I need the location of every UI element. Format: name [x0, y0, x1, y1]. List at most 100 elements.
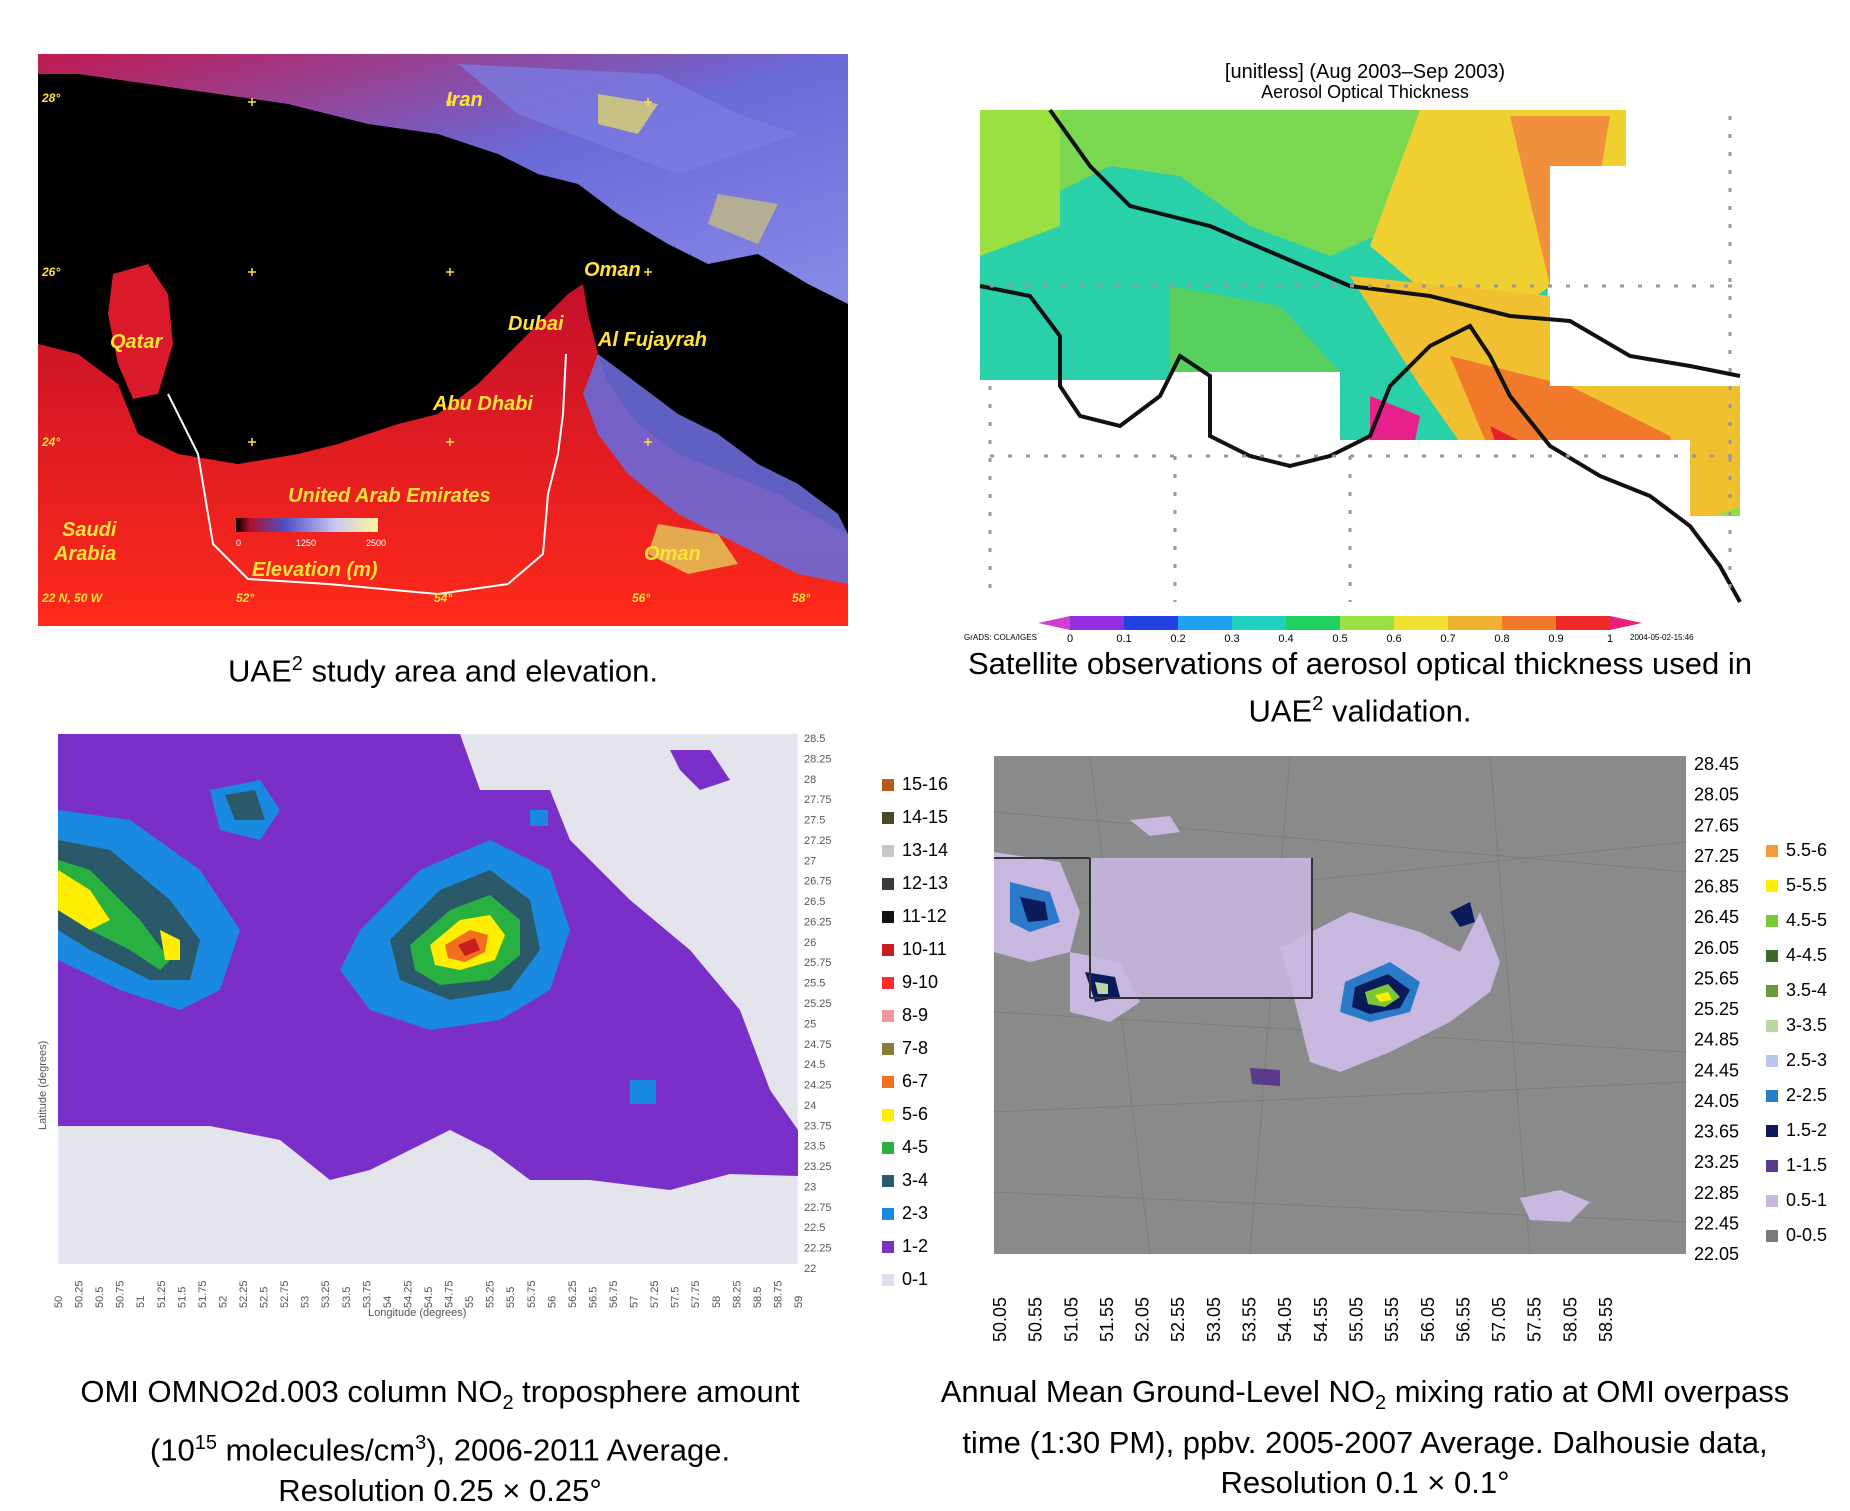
tick-lon52: 52°: [236, 591, 254, 605]
omi-legend-swatch: [882, 877, 894, 890]
omi-lat-tick: 28: [804, 774, 816, 786]
omi-legend-swatch: [882, 943, 894, 956]
omi-lat-tick: 27.25: [804, 835, 832, 847]
omi-lon-tick: 55: [464, 1296, 476, 1308]
omi-ylabel: Latitude (degrees): [37, 1041, 49, 1130]
ground-legend-label: 2.5-3: [1786, 1050, 1828, 1070]
omi-legend-label: 14-15: [902, 807, 949, 827]
omi-lon-tick: 58: [711, 1296, 723, 1308]
caption-panel1: UAE2 study area and elevation.: [38, 644, 848, 691]
aot-tick-label: 0.1: [1116, 633, 1131, 645]
caption-panel3: OMI OMNO2d.003 column NO2 troposphere am…: [30, 1372, 850, 1511]
ground-lon-tick: 53.55: [1240, 1297, 1260, 1342]
aot-title-line1: [unitless] (Aug 2003–Sep 2003): [1225, 61, 1505, 83]
ground-lat-tick: 26.05: [1694, 938, 1739, 958]
caption3-line3: Resolution 0.25 × 0.25°: [278, 1472, 602, 1508]
label-oman-south: Oman: [644, 543, 701, 565]
omi-legend-swatch: [882, 1009, 894, 1022]
omi-lon-tick: 53.5: [341, 1287, 353, 1308]
aot-tick-label: 0.5: [1332, 633, 1347, 645]
caption1-rest: study area and elevation.: [302, 653, 658, 689]
omi-legend-swatch: [882, 1075, 894, 1088]
omi-legend-item: 0-1: [882, 1269, 928, 1290]
aot-tick-label: 0: [1067, 633, 1073, 645]
omi-lat-tick: 22.75: [804, 1202, 832, 1214]
ground-lon-tick: 51.55: [1097, 1297, 1117, 1342]
omi-lon-tick: 57.5: [670, 1287, 682, 1308]
ground-lat-tick: 23.25: [1694, 1152, 1739, 1172]
omi-lon-tick: 55.5: [505, 1287, 517, 1308]
ground-lat-tick: 28.45: [1694, 754, 1739, 774]
aot-left-note: GrADS: COLA/IGES: [964, 633, 1037, 642]
ground-lon-tick: 56.05: [1418, 1297, 1438, 1342]
caption2-line2-sup: 2: [1312, 693, 1324, 715]
ground-legend-swatch: [1766, 1124, 1778, 1137]
label-corner: 22 N, 50 W: [41, 591, 104, 605]
ground-lon-tick: 58.05: [1560, 1297, 1580, 1342]
omi-legend-item: 4-5: [882, 1137, 928, 1158]
omi-lon-tick: 56: [546, 1296, 558, 1308]
aot-colorbar: [1038, 616, 1642, 630]
aot-tick-label: 0.6: [1386, 633, 1401, 645]
omi-legend-label: 8-9: [902, 1005, 929, 1025]
aerosol-map: [unitless] (Aug 2003–Sep 2003) Aerosol O…: [964, 61, 1742, 645]
omi-lat-tick: 24.75: [804, 1039, 832, 1051]
omi-legend-item: 9-10: [882, 972, 938, 993]
ground-legend-item: 5.5-6: [1766, 840, 1827, 861]
ground-legend-swatch: [1766, 1194, 1778, 1207]
ground-lon-tick: 57.05: [1489, 1297, 1509, 1342]
ground-legend-item: 1.5-2: [1766, 1120, 1827, 1141]
ground-legend-label: 5-5.5: [1786, 875, 1828, 895]
omi-legend-swatch: [882, 844, 894, 857]
omi-lat-tick: 25.75: [804, 957, 832, 969]
omi-lon-tick: 54: [382, 1296, 394, 1308]
omi-legend-item: 1-2: [882, 1236, 928, 1257]
ground-legend-swatch: [1766, 1054, 1778, 1067]
ground-lat-tick: 22.85: [1694, 1183, 1739, 1203]
aot-tick-label: 0.2: [1170, 633, 1185, 645]
caption3-line2c: ), 2006-2011 Average.: [426, 1432, 731, 1468]
omi-legend-swatch: [882, 1240, 894, 1253]
omi-lon-tick: 50.75: [115, 1280, 127, 1308]
ground-lat-tick: 24.85: [1694, 1030, 1739, 1050]
omi-lon-tick: 58.75: [772, 1280, 784, 1308]
label-elevation: Elevation (m): [252, 559, 378, 581]
omi-lon-tick: 58.25: [731, 1280, 743, 1308]
omi-lon-tick: 50: [53, 1296, 65, 1308]
caption3-line2-sup2: 3: [415, 1432, 427, 1455]
aot-title-line2: Aerosol Optical Thickness: [1261, 82, 1469, 102]
caption4-line1: Annual Mean Ground-Level NO2 mixing rati…: [900, 1372, 1830, 1423]
ground-legend-item: 3.5-4: [1766, 980, 1827, 1001]
omi-lon-tick: 55.25: [485, 1280, 497, 1308]
elev-tick-0: 0: [236, 538, 241, 548]
caption4-line3: Resolution 0.1 × 0.1°: [1220, 1465, 1510, 1501]
ground-lat-tick: 23.65: [1694, 1122, 1739, 1142]
omi-lon-tick: 53: [300, 1296, 312, 1308]
omi-lon-tick: 52.25: [238, 1280, 250, 1308]
label-qatar: Qatar: [110, 331, 163, 353]
omi-lat-tick: 23.25: [804, 1161, 832, 1173]
ground-lon-tick: 56.55: [1453, 1297, 1473, 1342]
omi-lon-tick: 58.5: [752, 1287, 764, 1308]
omi-legend-swatch: [882, 1174, 894, 1187]
omi-legend-swatch: [882, 1141, 894, 1154]
omi-legend-swatch: [882, 811, 894, 824]
label-arabia: Arabia: [53, 543, 116, 565]
ground-legend-swatch: [1766, 1019, 1778, 1032]
caption3-line2-sup: 15: [194, 1432, 217, 1455]
ground-lat-tick: 26.85: [1694, 877, 1739, 897]
omi-legend-label: 11-12: [902, 906, 947, 926]
omi-legend-label: 12-13: [902, 873, 949, 893]
ground-legend-swatch: [1766, 1229, 1778, 1242]
ground-lat-tick: 25.65: [1694, 968, 1739, 988]
omi-legend-swatch: [882, 1108, 894, 1121]
omi-lat-tick: 28.5: [804, 733, 825, 745]
ground-lon-tick: 52.55: [1168, 1297, 1188, 1342]
caption4-line1a: Annual Mean Ground-Level NO: [940, 1374, 1375, 1409]
tick-lon58: 58°: [792, 591, 810, 605]
caption4-line1b: mixing ratio at OMI overpass: [1386, 1374, 1790, 1409]
caption3-line2a: (10: [149, 1432, 195, 1468]
caption2-line2a: UAE: [1248, 693, 1313, 729]
ground-lon-tick: 51.05: [1061, 1297, 1081, 1342]
ground-lat-tick: 26.45: [1694, 907, 1739, 927]
